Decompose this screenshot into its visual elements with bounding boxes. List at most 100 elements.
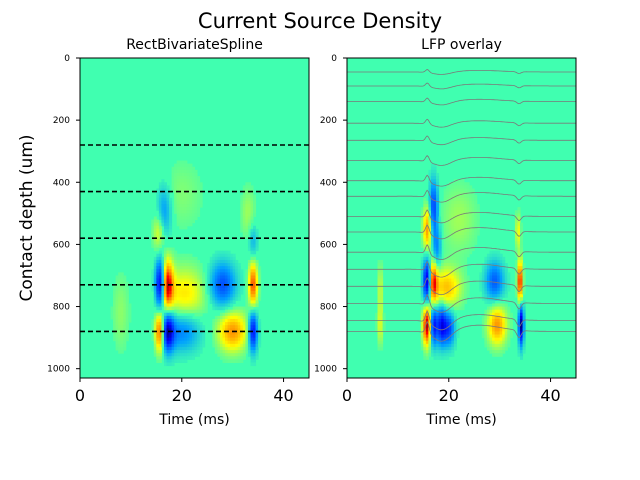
heatmap-cell bbox=[156, 275, 160, 280]
heatmap-cell bbox=[522, 322, 526, 326]
heatmap-cell bbox=[382, 325, 386, 329]
heatmap-cell bbox=[451, 250, 455, 255]
heatmap-cell bbox=[179, 253, 183, 258]
heatmap-cell bbox=[453, 222, 457, 227]
heatmap-cell bbox=[507, 343, 511, 348]
heatmap-cell bbox=[174, 256, 178, 261]
heatmap-cell bbox=[219, 272, 223, 276]
heatmap-cell bbox=[430, 204, 435, 208]
heatmap-cell bbox=[191, 300, 195, 304]
heatmap-cell bbox=[176, 163, 180, 168]
heatmap-cell bbox=[441, 353, 445, 357]
heatmap-cell bbox=[458, 204, 462, 208]
heatmap-cell bbox=[189, 188, 193, 193]
heatmap-cell bbox=[492, 256, 496, 261]
heatmap-cell bbox=[191, 269, 195, 273]
heatmap-cell bbox=[194, 328, 198, 332]
heatmap-cell bbox=[153, 222, 157, 227]
heatmap-cell bbox=[174, 356, 178, 360]
heatmap-cell bbox=[466, 219, 470, 224]
heatmap-cell bbox=[179, 287, 183, 292]
heatmap-cell bbox=[453, 281, 457, 286]
heatmap-cell bbox=[438, 250, 442, 255]
heatmap-cell bbox=[171, 287, 175, 292]
heatmap-cell bbox=[158, 200, 162, 205]
heatmap-cell bbox=[232, 269, 236, 273]
heatmap-cell bbox=[222, 263, 226, 267]
heatmap-cell bbox=[245, 191, 249, 196]
heatmap-cell bbox=[245, 300, 249, 304]
heatmap-cell bbox=[377, 263, 381, 267]
heatmap-cell bbox=[436, 337, 440, 342]
heatmap-cell bbox=[189, 216, 193, 221]
heatmap-cell bbox=[420, 213, 424, 217]
heatmap-cell bbox=[514, 281, 518, 286]
heatmap-cell bbox=[520, 350, 524, 354]
heatmap-cell bbox=[151, 281, 155, 286]
heatmap-cell bbox=[247, 322, 251, 326]
heatmap-cell bbox=[217, 250, 221, 255]
heatmap-cell bbox=[179, 325, 183, 329]
y-tick-label: 600 bbox=[320, 240, 337, 250]
heatmap-cell bbox=[448, 225, 452, 230]
heatmap-cell bbox=[474, 222, 478, 227]
heatmap-cell bbox=[456, 188, 460, 193]
heatmap-cell bbox=[179, 275, 183, 280]
heatmap-cell bbox=[423, 340, 427, 345]
heatmap-cell bbox=[237, 359, 241, 363]
heatmap-cell bbox=[245, 235, 249, 239]
heatmap-cell bbox=[225, 340, 229, 345]
heatmap-cell bbox=[430, 176, 435, 180]
heatmap-cell bbox=[250, 210, 254, 214]
heatmap-cell bbox=[520, 256, 524, 261]
heatmap-cell bbox=[174, 253, 178, 258]
heatmap-cell bbox=[186, 256, 190, 261]
heatmap-cell bbox=[166, 225, 170, 230]
heatmap-cell bbox=[219, 350, 223, 354]
heatmap-cell bbox=[176, 185, 180, 189]
heatmap-cell bbox=[423, 222, 427, 227]
heatmap-cell bbox=[451, 188, 455, 193]
heatmap-cell bbox=[428, 231, 432, 236]
heatmap-cell bbox=[456, 250, 460, 255]
heatmap-cell bbox=[517, 300, 521, 304]
heatmap-cell bbox=[186, 204, 190, 208]
heatmap-cell bbox=[199, 266, 203, 270]
heatmap-cell bbox=[235, 312, 239, 317]
heatmap-cell bbox=[189, 275, 193, 280]
heatmap-cell bbox=[156, 263, 160, 267]
heatmap-cell bbox=[118, 315, 122, 320]
heatmap-cell bbox=[438, 356, 442, 360]
heatmap-cell bbox=[222, 287, 226, 292]
heatmap-cell bbox=[433, 225, 437, 230]
heatmap-cell bbox=[161, 194, 165, 199]
heatmap-cell bbox=[214, 306, 218, 311]
heatmap-cell bbox=[169, 219, 173, 224]
heatmap-cell bbox=[227, 359, 231, 363]
heatmap-cell bbox=[438, 322, 442, 326]
heatmap-cell bbox=[191, 353, 195, 357]
x-axis-label-spline: Time (ms) bbox=[158, 412, 230, 428]
heatmap-cell bbox=[189, 353, 193, 357]
heatmap-cell bbox=[517, 253, 521, 258]
heatmap-cell bbox=[113, 284, 117, 289]
heatmap-cell bbox=[258, 294, 262, 298]
heatmap-cell bbox=[446, 346, 450, 351]
heatmap-cell bbox=[517, 343, 521, 348]
heatmap-cell bbox=[255, 241, 259, 245]
heatmap-cell bbox=[514, 287, 518, 292]
heatmap-cell bbox=[486, 340, 490, 345]
heatmap-cell bbox=[471, 222, 475, 227]
heatmap-cell bbox=[430, 263, 435, 267]
heatmap-cell bbox=[123, 322, 127, 326]
heatmap-cell bbox=[115, 322, 119, 326]
heatmap-cell bbox=[436, 253, 440, 258]
heatmap-cell bbox=[522, 315, 526, 320]
heatmap-cell bbox=[494, 315, 498, 320]
heatmap-cell bbox=[471, 231, 475, 236]
heatmap-cell bbox=[250, 287, 254, 292]
heatmap-cell bbox=[153, 318, 157, 323]
heatmap-cell bbox=[166, 315, 170, 320]
heatmap-cell bbox=[222, 325, 226, 329]
heatmap-cell bbox=[250, 291, 254, 295]
